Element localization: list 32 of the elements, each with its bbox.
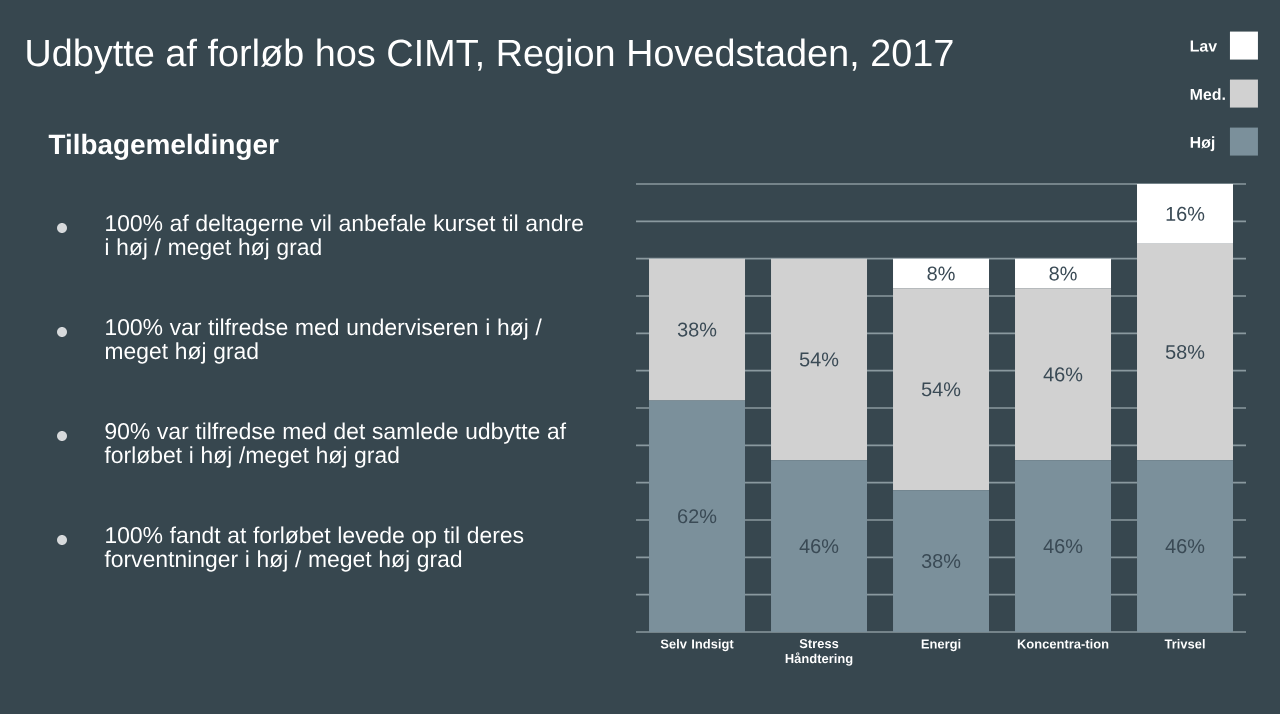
- bar: [771, 258, 868, 461]
- data-label: 46%: [1043, 539, 1083, 554]
- data-label: 62%: [678, 509, 717, 524]
- bar: [771, 460, 868, 632]
- data-label: 58%: [1165, 344, 1205, 360]
- text: Tilbagemeldinger: [48, 133, 279, 160]
- data-label: 54%: [921, 382, 961, 397]
- data-label: 38%: [677, 322, 717, 337]
- text: 100% var tilfredse med underviseren i høj / meget høj grad: [105, 318, 542, 364]
- bar: [1015, 460, 1112, 632]
- data-label: 16%: [1166, 206, 1205, 221]
- bar: [1015, 258, 1112, 289]
- bar: [893, 490, 990, 632]
- text: 100% fandt at forløbet levede op til deres forventninger i høj / meget høj grad: [104, 526, 524, 572]
- chart-title: Udbytte af forløb hos CIMT, Region Hovedstaden, 2017: [27, 38, 953, 74]
- bar: [1137, 460, 1234, 632]
- data-label: 46%: [1165, 539, 1205, 554]
- bar: [649, 400, 746, 632]
- data-label: 46%: [799, 539, 839, 554]
- data-label: 46%: [1043, 367, 1083, 382]
- text: 100% af deltagerne vil anbefale kurset til andre i høj / meget høj grad: [105, 214, 583, 260]
- bar: [893, 288, 990, 491]
- bar: [893, 258, 990, 289]
- text: 90% var tilfredse med det samlede udbytte af forløbet i høj /meget høj grad: [104, 422, 567, 468]
- data-label: 8%: [927, 266, 955, 281]
- bar: [1015, 288, 1112, 461]
- data-label: 8%: [1049, 266, 1077, 281]
- data-label: 54%: [799, 352, 839, 367]
- bar: [1137, 243, 1234, 461]
- bar: [649, 258, 746, 401]
- data-label: 38%: [921, 554, 961, 569]
- bar: [1137, 184, 1234, 244]
